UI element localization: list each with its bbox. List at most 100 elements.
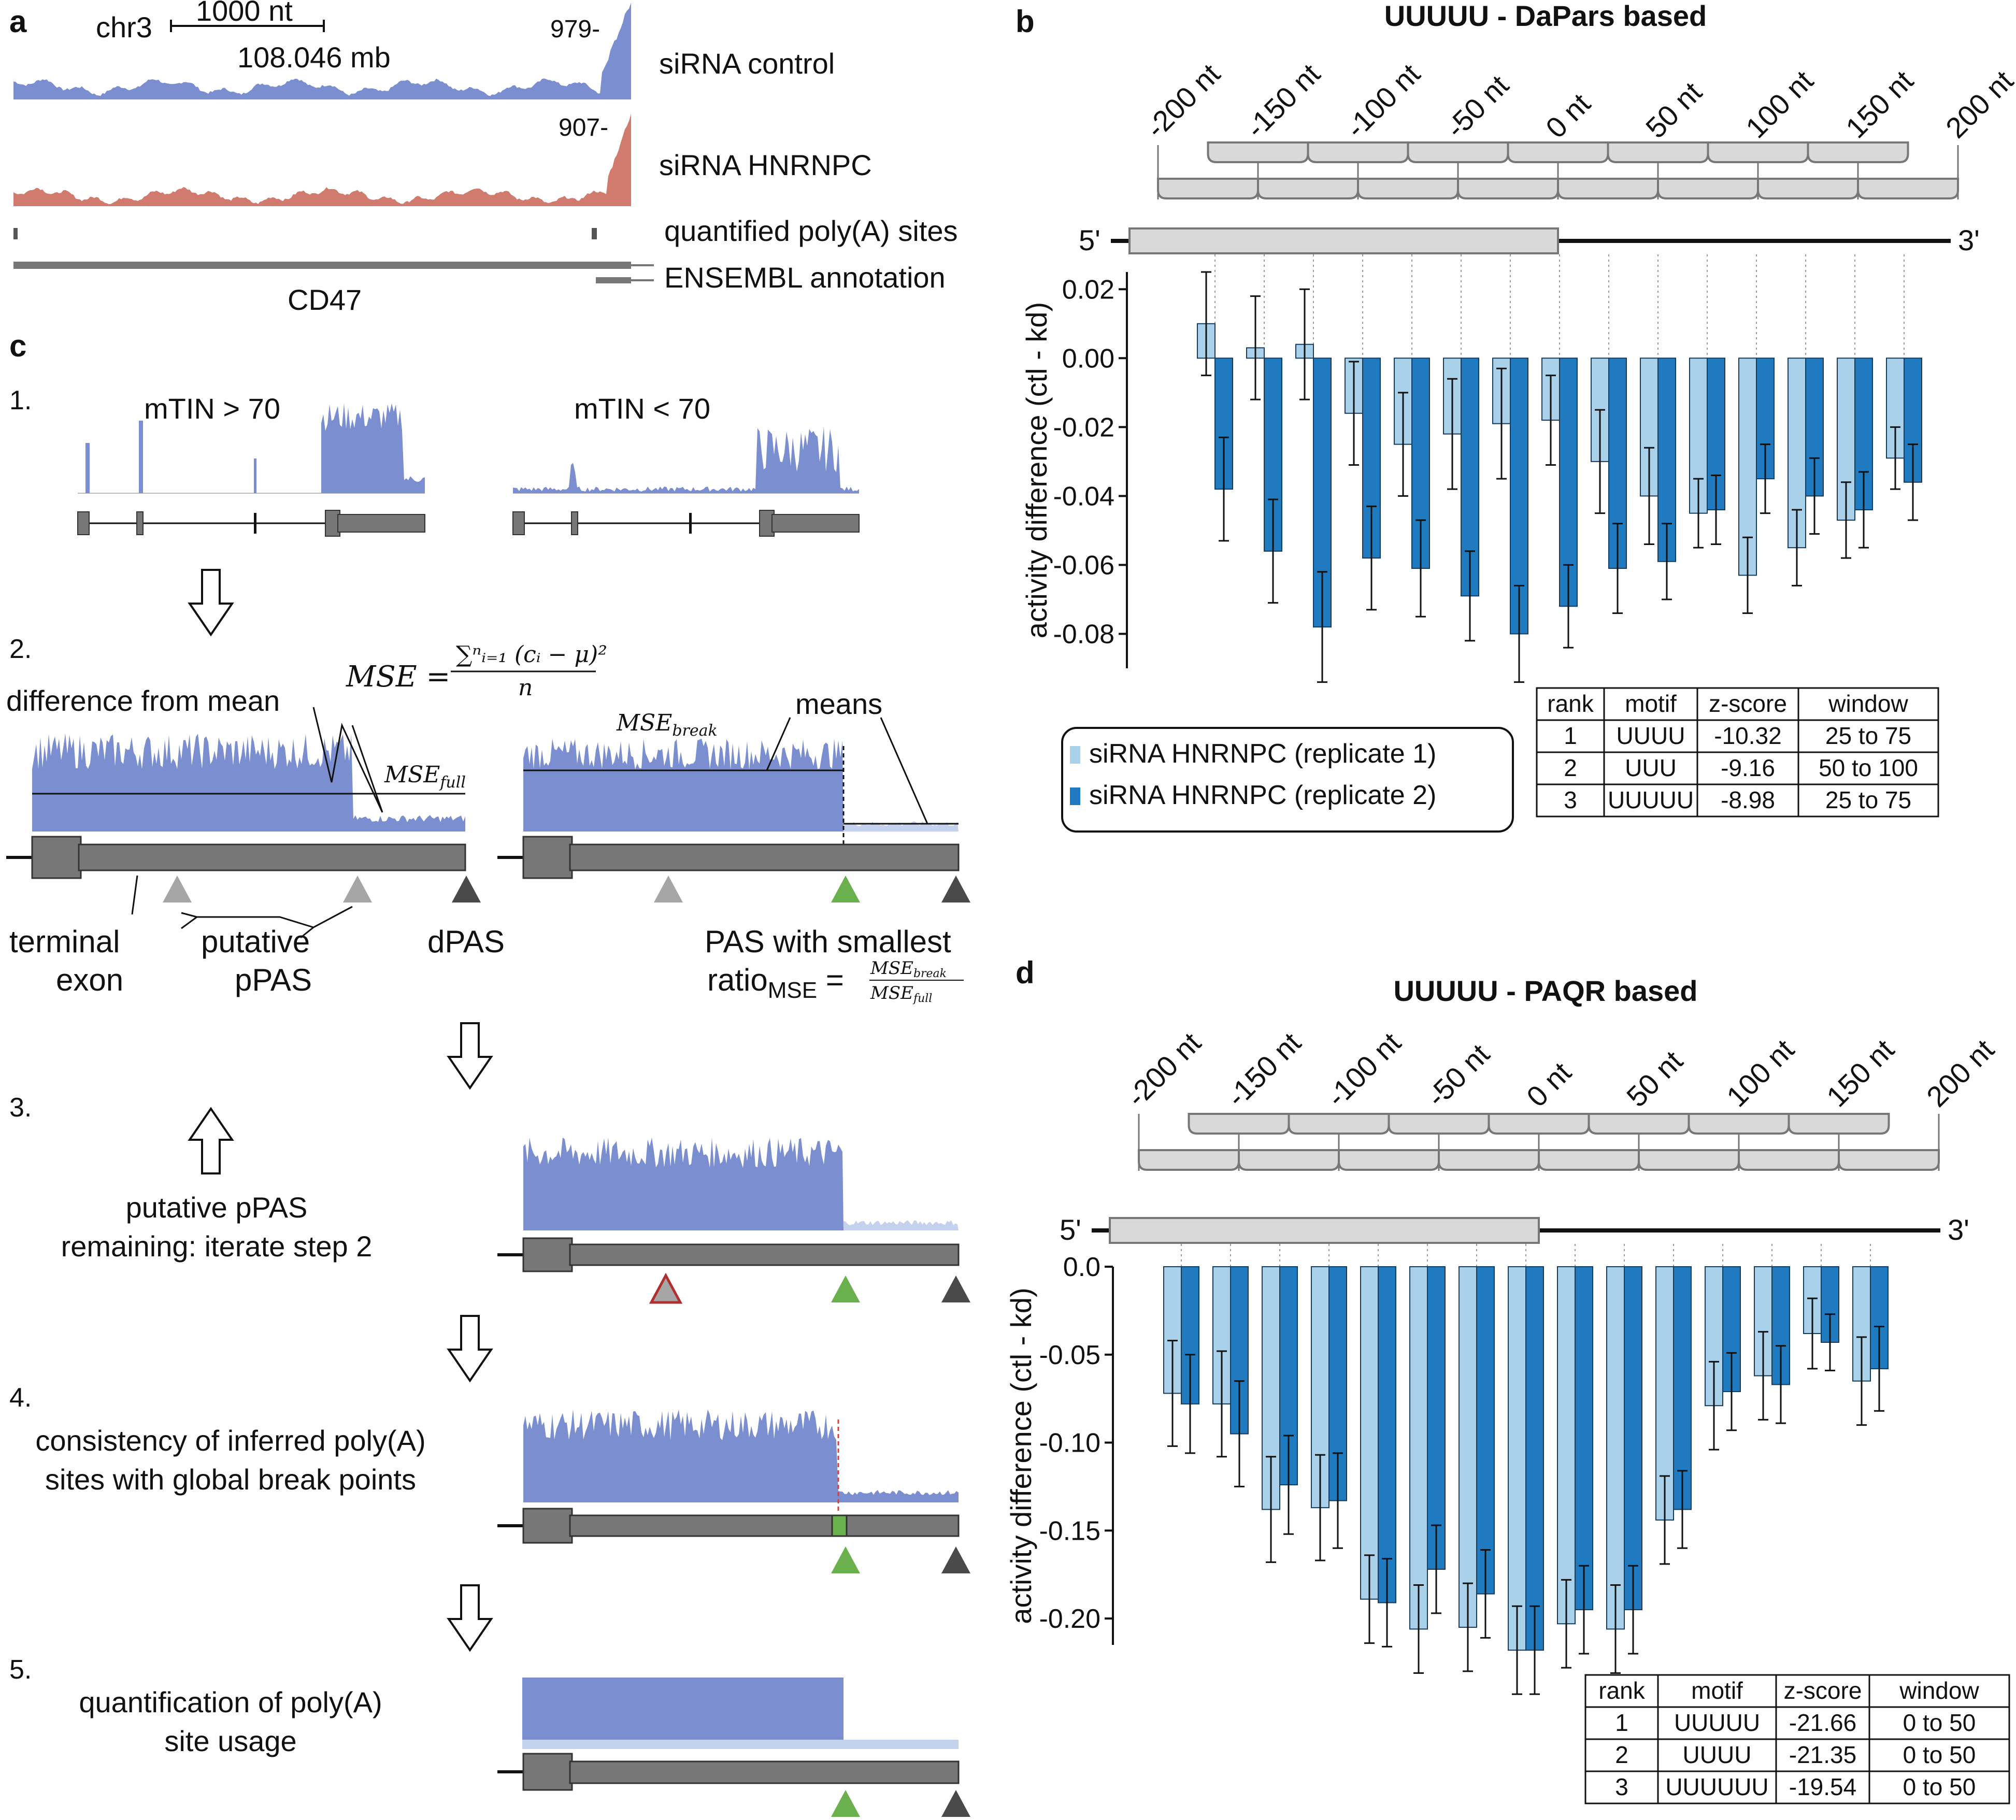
flow-arrow-up: [188, 1107, 234, 1174]
sliding-window: [1707, 141, 1809, 163]
bar-rep2: [1870, 1266, 1889, 1369]
bar-rep1: [1459, 1266, 1477, 1628]
table-header-cell: z-score: [1709, 690, 1787, 717]
panel-c-label: c: [9, 328, 26, 363]
table-cell: 3: [1615, 1773, 1628, 1800]
coverage-area-light: [843, 821, 959, 832]
gene-model-main: [13, 262, 631, 269]
coverage-area: [32, 733, 465, 832]
bar-rep1: [1409, 1266, 1428, 1630]
sliding-window: [1157, 178, 1259, 199]
table-header-cell: rank: [1598, 1677, 1645, 1704]
chart-b: -200 nt -150 nt -100 nt -50 nt 0 nt 50 nt 100 …: [1020, 57, 2016, 683]
table-header-cell: window: [1899, 1677, 1979, 1704]
coverage-low-tin: [513, 426, 859, 494]
svg-text:MSE =: MSE =: [346, 660, 450, 694]
step3-line1: putative pPAS: [126, 1191, 308, 1224]
position-tick-label: 150 nt: [1839, 64, 1920, 145]
svg-text:MSEfull: MSEfull: [870, 983, 932, 1005]
coverage-step2-left: [32, 733, 465, 832]
sliding-window: [1788, 1113, 1890, 1135]
position-tick-label: 0 nt: [1539, 87, 1597, 145]
position-tick-label: 50 nt: [1620, 1044, 1689, 1113]
five-prime-label: 5': [1060, 1213, 1081, 1246]
sliding-window: [1838, 1149, 1940, 1171]
legend-swatch-rep1: [1070, 746, 1080, 764]
table-cell: 1: [1564, 722, 1577, 749]
chrom-label: chr3: [96, 11, 152, 44]
bar-rep2: [1525, 1266, 1544, 1651]
position-tick-label: 150 nt: [1820, 1033, 1900, 1113]
position-tick-label: 100 nt: [1739, 64, 1820, 145]
sliding-window: [1388, 1113, 1490, 1135]
table-cell: 2: [1615, 1741, 1628, 1768]
remaining-ppas-triangle: [649, 1272, 683, 1304]
coverage-area: [13, 3, 631, 100]
sliding-window: [1207, 141, 1309, 163]
dpas-triangle: [941, 1276, 970, 1302]
step4-line1: consistency of inferred poly(A): [35, 1424, 425, 1457]
panel-d: d UUUUU - PAQR based -200 nt -150 nt -100 …: [1005, 955, 2010, 1804]
table-cell: -8.98: [1721, 786, 1775, 813]
three-prime-label: 3': [1948, 1213, 1969, 1246]
table-cell: 3: [1564, 786, 1577, 813]
terminal-exon-model: [497, 1237, 960, 1272]
bar-rep2: [1378, 1266, 1396, 1603]
ratio-formula: MSEbreak MSEfull: [869, 958, 964, 1005]
position-tick-label: -50 nt: [1439, 68, 1515, 144]
gene-structure: [512, 510, 860, 537]
ratio-label: ratioMSE =: [707, 963, 844, 1003]
position-tick-label: -200 nt: [1139, 57, 1226, 144]
table-cell: 0 to 50: [1903, 1709, 1976, 1736]
track-label-sites: quantified poly(A) sites: [664, 214, 958, 247]
table-cell: -9.16: [1721, 754, 1775, 781]
mse-break-label: MSEbreak: [616, 710, 718, 740]
chart-d: -200 nt -150 nt -100 nt -50 nt 0 nt 50 nt 100 …: [1005, 1026, 2000, 1695]
y-tick-label: 0.0: [1063, 1252, 1100, 1282]
bar-rep2: [1476, 1266, 1495, 1595]
bar-rep2: [1673, 1266, 1692, 1510]
position-tick-label: 0 nt: [1520, 1056, 1578, 1113]
coverage-step3: [523, 1137, 959, 1230]
y-tick-label: -0.15: [1039, 1516, 1100, 1546]
table-cell: UUUUU: [1608, 786, 1694, 813]
position-tick-label: -150 nt: [1239, 57, 1326, 144]
table-cell: UUUUUU: [1665, 1773, 1768, 1800]
bar-rep1: [1360, 1266, 1379, 1600]
sliding-window: [1857, 178, 1959, 199]
ppas-triangle: [163, 876, 192, 902]
chart-b-title: UUUUU - DaPars based: [1384, 0, 1707, 32]
table-header-cell: motif: [1691, 1677, 1743, 1704]
sliding-window: [1307, 141, 1409, 163]
y-tick-label: -0.02: [1053, 412, 1114, 442]
bar-rep1: [1557, 1266, 1576, 1625]
sliding-window: [1407, 141, 1509, 163]
flow-arrow-down: [447, 1315, 493, 1383]
bar-rep2: [1427, 1266, 1446, 1570]
bar-rep2: [1575, 1266, 1593, 1611]
putative-label: putative: [201, 924, 310, 959]
step4-line2: sites with global break points: [45, 1463, 416, 1496]
selected-pas-triangle: [831, 876, 860, 902]
step1-number: 1.: [9, 385, 32, 415]
position-tick-label: -100 nt: [1339, 57, 1426, 144]
means-label: means: [795, 687, 882, 720]
terminal-exon-model: [497, 1753, 960, 1791]
position-tick-label: -200 nt: [1120, 1026, 1207, 1113]
legend-swatch-rep2: [1070, 787, 1080, 805]
sliding-window: [1438, 1149, 1540, 1171]
utr-box: [1109, 1217, 1540, 1244]
table-cell: UUUU: [1683, 1741, 1752, 1768]
table-cell: 0 to 50: [1903, 1741, 1976, 1768]
position-tick-label: -50 nt: [1420, 1037, 1496, 1113]
max-hnrnpc: 907-: [559, 114, 608, 141]
step3-number: 3.: [9, 1093, 32, 1123]
mtin-low-label: mTIN < 70: [574, 392, 710, 425]
sliding-window: [1488, 1113, 1590, 1135]
table-header-cell: z-score: [1784, 1677, 1862, 1704]
sliding-window: [1338, 1149, 1440, 1171]
gene-structure: [77, 510, 425, 537]
dpas-triangle: [941, 1546, 970, 1573]
bar-rep1: [1508, 1266, 1526, 1651]
